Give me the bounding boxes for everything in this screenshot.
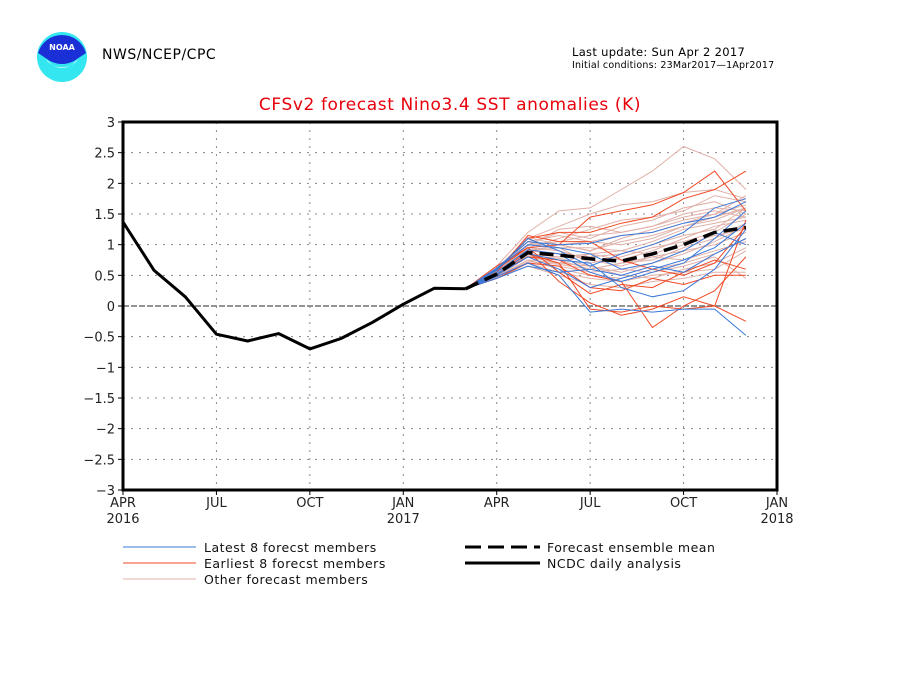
y-axis: 3 2.5 2 1.5 1 0.5 0 −0.5 −1 −1.5 −2 −2.5 −3 bbox=[83, 116, 123, 499]
other-member-line bbox=[465, 250, 747, 290]
x-tick-label: APR bbox=[484, 496, 510, 511]
other-member-line bbox=[465, 265, 746, 290]
x-tick-label: OCT bbox=[296, 496, 323, 511]
plot-frame bbox=[121, 120, 779, 492]
ensemble-mean-line bbox=[464, 225, 747, 291]
x-tick-year: 2016 bbox=[106, 512, 139, 527]
other-member-line bbox=[465, 231, 747, 290]
legend-label-observed: NCDC daily analysis bbox=[547, 556, 681, 571]
x-tick-label: OCT bbox=[670, 496, 697, 511]
noaa-logo: NOAA bbox=[37, 32, 87, 82]
y-tick-label: −2.5 bbox=[83, 453, 115, 468]
legend-label-mean: Forecast ensemble mean bbox=[547, 540, 715, 555]
grid bbox=[123, 122, 777, 490]
y-tick-label: 2 bbox=[107, 177, 115, 192]
latest-member-line bbox=[465, 238, 747, 290]
latest-member-line bbox=[465, 222, 747, 290]
latest-member-line bbox=[465, 262, 747, 336]
x-tick-label: JUL bbox=[205, 496, 227, 511]
x-tick-label: APR bbox=[110, 496, 136, 511]
y-tick-label: 1.5 bbox=[94, 208, 115, 223]
observed-line bbox=[121, 221, 466, 351]
y-tick-label: −1.5 bbox=[83, 392, 115, 407]
other-member-line bbox=[465, 145, 747, 290]
earliest-member-line bbox=[465, 256, 747, 329]
x-tick-label: JAN bbox=[391, 496, 414, 511]
x-tick-label: JUL bbox=[579, 496, 601, 511]
x-tick-year: 2017 bbox=[387, 512, 420, 527]
y-tick-label: −1 bbox=[96, 361, 115, 376]
observed-series bbox=[121, 221, 466, 351]
last-update-label: Last update: Sun Apr 2 2017 bbox=[572, 45, 746, 59]
noaa-logo-text: NOAA bbox=[49, 43, 75, 52]
initial-conditions-label: Initial conditions: 23Mar2017—1Apr2017 bbox=[572, 60, 775, 71]
chart-title: CFSv2 forecast Nino3.4 SST anomalies (K) bbox=[259, 95, 641, 115]
y-tick-label: −3 bbox=[96, 484, 115, 499]
legend-label-latest: Latest 8 forecst members bbox=[204, 540, 377, 555]
x-tick-label: JAN bbox=[765, 496, 788, 511]
x-tick-year: 2018 bbox=[760, 512, 793, 527]
earliest-member-line bbox=[465, 170, 747, 290]
y-tick-label: 2.5 bbox=[94, 147, 115, 162]
other-member-line bbox=[465, 228, 746, 290]
y-tick-label: 0 bbox=[107, 300, 115, 315]
legend-label-other: Other forecast members bbox=[204, 572, 368, 587]
latest-member-line bbox=[465, 210, 747, 290]
y-tick-label: −0.5 bbox=[83, 331, 115, 346]
organization-label: NWS/NCEP/CPC bbox=[102, 47, 217, 63]
y-tick-label: 3 bbox=[107, 116, 115, 131]
y-tick-label: 0.5 bbox=[94, 269, 115, 284]
y-tick-label: −2 bbox=[96, 423, 115, 438]
ensemble-mean-series bbox=[464, 225, 747, 291]
other-member-line bbox=[465, 216, 746, 290]
legend-label-earliest: Earliest 8 forecst members bbox=[204, 556, 386, 571]
y-tick-label: 1 bbox=[107, 239, 115, 254]
